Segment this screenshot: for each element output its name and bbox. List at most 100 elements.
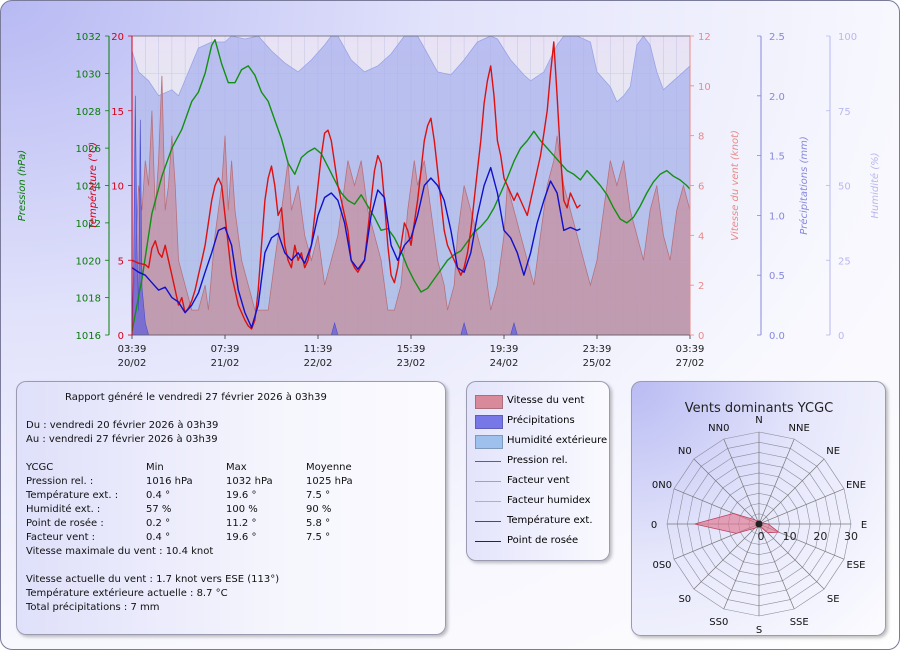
chart-legend: Vitesse du vent Précipitations Humidité ex… xyxy=(466,381,610,561)
stats-cell-label: Facteur vent : xyxy=(26,532,96,543)
stats-cell-label: Humidité ext. : xyxy=(26,504,101,515)
rose-spoke xyxy=(758,523,825,590)
rose-spoke xyxy=(693,458,760,525)
y-tick-label-precip: 2.5 xyxy=(769,32,785,43)
y-tick-label-temperature: 0 xyxy=(118,331,124,342)
y-axis-label-humidity: Humidité (%) xyxy=(869,152,881,218)
rose-direction-label: S xyxy=(756,625,762,635)
legend-label: Humidité extérieure xyxy=(507,435,608,446)
rose-radial-tick-label: 30 xyxy=(844,530,858,543)
legend-item: Température ext. xyxy=(475,515,605,529)
series-line-temperature-ext xyxy=(131,41,581,330)
legend-label: Facteur humidex xyxy=(507,495,591,506)
rose-direction-label: 0 xyxy=(651,520,657,531)
x-tick-label-date: 25/02 xyxy=(583,358,612,369)
legend-swatch xyxy=(475,435,503,449)
legend-item: Humidité extérieure xyxy=(475,435,608,449)
y-tick-label-precip: 2.0 xyxy=(769,92,785,103)
rose-radial-tick-label: 10 xyxy=(783,530,797,543)
y-tick-label-wind: 0 xyxy=(698,331,704,342)
stats-cell-avg: 7.5 ° xyxy=(306,490,331,501)
rose-direction-label: 0N0 xyxy=(652,480,672,491)
stats-cell-label: Pression rel. : xyxy=(26,476,94,487)
rose-direction-label: ESE xyxy=(847,560,866,571)
wind-rose-title: Vents dominants YCGC xyxy=(685,401,834,416)
stats-cell-avg: 5.8 ° xyxy=(306,518,331,529)
x-tick-label-date: 22/02 xyxy=(304,358,333,369)
y-tick-label-precip: 1.0 xyxy=(769,211,785,222)
rose-spoke xyxy=(723,438,760,525)
legend-item: Précipitations xyxy=(475,415,605,429)
stats-cell-max: 1032 hPa xyxy=(226,476,273,487)
rose-direction-label: NNE xyxy=(789,423,810,434)
y-tick-label-wind: 2 xyxy=(698,281,704,292)
x-tick-label-time: 03:39 xyxy=(118,344,147,355)
rose-radial-tick-label: 0 xyxy=(758,530,765,543)
y-tick-label-wind: 8 xyxy=(698,132,704,143)
stats-cell-max: 19.6 ° xyxy=(226,532,257,543)
y-tick-label-pressure: 1020 xyxy=(76,256,101,267)
legend-swatch xyxy=(475,415,503,429)
legend-swatch xyxy=(475,541,501,542)
y-tick-label-wind: 6 xyxy=(698,182,704,193)
x-tick-label-time: 07:39 xyxy=(211,344,240,355)
y-tick-label-precip: 1.5 xyxy=(769,152,785,163)
report-panel: Rapport généré le vendredi 27 février 20… xyxy=(16,381,446,635)
y-tick-label-pressure: 1030 xyxy=(76,69,101,80)
wind-rose-panel: Vents dominants YCGC N NNE NE ENE E ESE SE SSE S S… xyxy=(631,381,886,636)
stats-cell-avg: 1025 hPa xyxy=(306,476,353,487)
y-tick-label-wind: 10 xyxy=(698,82,711,93)
legend-label: Facteur vent xyxy=(507,475,570,486)
rose-spoke xyxy=(758,488,845,525)
y-axis-label-wind: Vitesse du vent (knot) xyxy=(730,130,741,241)
max-wind-text: Vitesse maximale du vent : 10.4 knot xyxy=(26,546,214,557)
report-title: Rapport généré le vendredi 27 février 20… xyxy=(65,392,327,403)
y-tick-label-wind: 12 xyxy=(698,32,711,43)
x-tick-label-date: 24/02 xyxy=(490,358,519,369)
stats-cell-avg: 90 % xyxy=(306,504,332,515)
y-tick-label-humidity: 75 xyxy=(838,107,851,118)
rose-radial-tick-label: 20 xyxy=(813,530,827,543)
legend-label: Précipitations xyxy=(507,415,575,426)
y-tick-label-pressure: 1026 xyxy=(76,144,101,155)
legend-item: Pression rel. xyxy=(475,455,605,469)
y-tick-label-wind: 4 xyxy=(698,231,704,242)
y-tick-label-pressure: 1016 xyxy=(76,331,101,342)
y-axis-label-pressure: Pression (hPa) xyxy=(17,150,28,221)
series-area-precipitations xyxy=(131,95,690,336)
stats-cell-label: Point de rosée : xyxy=(26,518,104,529)
rose-direction-label: N xyxy=(755,415,762,426)
stats-cell-max: 100 % xyxy=(226,504,258,515)
y-tick-label-humidity: 25 xyxy=(838,256,851,267)
stats-header-station: YCGC xyxy=(26,462,54,473)
x-tick-label-time: 19:39 xyxy=(490,344,519,355)
legend-swatch xyxy=(475,395,503,409)
stats-cell-min: 1016 hPa xyxy=(146,476,193,487)
wind-rose-chart: Vents dominants YCGCNNNENEENEEESESESSESS… xyxy=(651,401,867,636)
stats-cell-label: Température ext. : xyxy=(26,490,119,501)
rose-spoke xyxy=(758,458,825,525)
rose-center-dot xyxy=(755,520,763,528)
current-wind-text: Vitesse actuelle du vent : 1.7 knot vers… xyxy=(26,574,280,585)
weather-time-series-chart: 03:39 20/02 07:39 21/02 11:39 22/02 15:39 23/02… xyxy=(17,32,881,369)
y-tick-label-pressure: 1028 xyxy=(76,107,101,118)
x-tick-label-date: 27/02 xyxy=(676,358,705,369)
legend-item: Facteur vent xyxy=(475,475,605,489)
stats-cell-min: 57 % xyxy=(146,504,172,515)
stats-cell-min: 0.4 ° xyxy=(146,490,171,501)
y-tick-label-temperature: 20 xyxy=(111,32,124,43)
x-tick-label-time: 15:39 xyxy=(397,344,426,355)
x-tick-label-time: 23:39 xyxy=(583,344,612,355)
rose-direction-label: 0S0 xyxy=(652,560,671,571)
report-to: Au : vendredi 27 février 2026 à 03h39 xyxy=(26,434,218,445)
y-tick-label-precip: 0.0 xyxy=(769,331,785,342)
y-tick-label-temperature: 10 xyxy=(111,182,124,193)
y-tick-label-temperature: 5 xyxy=(118,256,124,267)
rose-spoke xyxy=(693,523,760,590)
stats-header-max: Max xyxy=(226,462,247,473)
y-axis-label-temperature: Température (°C) xyxy=(87,142,99,229)
total-precip-text: Total précipitations : 7 mm xyxy=(26,602,160,613)
y-tick-label-pressure: 1032 xyxy=(76,32,101,43)
stats-cell-min: 0.2 ° xyxy=(146,518,171,529)
